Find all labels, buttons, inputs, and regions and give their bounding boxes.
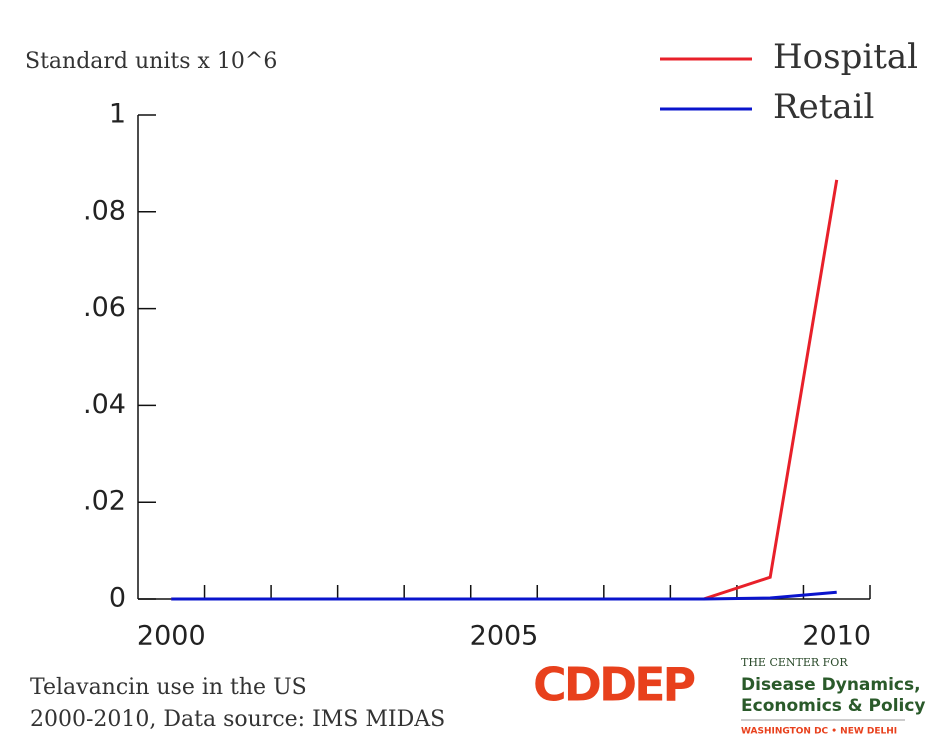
logo-text: THE CENTER FOR [741, 656, 848, 669]
y-tick-label: 1 [109, 99, 126, 130]
legend-label: Hospital [773, 37, 918, 77]
logo-text: Economics & Policy [741, 696, 926, 716]
legend-label: Retail [773, 87, 874, 127]
y-tick-label: .06 [83, 292, 126, 323]
logo-text: WASHINGTON DC • NEW DELHI [741, 727, 897, 737]
y-tick-label: .02 [83, 486, 126, 517]
data-line [171, 590, 837, 601]
y-tick-label: .04 [83, 389, 126, 420]
y-tick-label: 0 [109, 583, 126, 614]
y-axis-label: Standard units x 10^6 [25, 49, 277, 74]
logo-text: Disease Dynamics, [741, 675, 921, 695]
y-tick-label: .08 [83, 195, 126, 226]
x-tick-label: 2010 [802, 621, 871, 652]
caption: Telavancin use in the US [30, 675, 307, 700]
data-line [171, 179, 839, 601]
logo-acronym: CDDEP [533, 658, 695, 712]
x-tick-label: 2000 [137, 621, 206, 652]
x-tick-label: 2005 [470, 621, 539, 652]
caption: 2000-2010, Data source: IMS MIDAS [30, 707, 445, 732]
logo: CDDEP THE CENTER FOR Disease Dynamics, E… [533, 656, 926, 737]
